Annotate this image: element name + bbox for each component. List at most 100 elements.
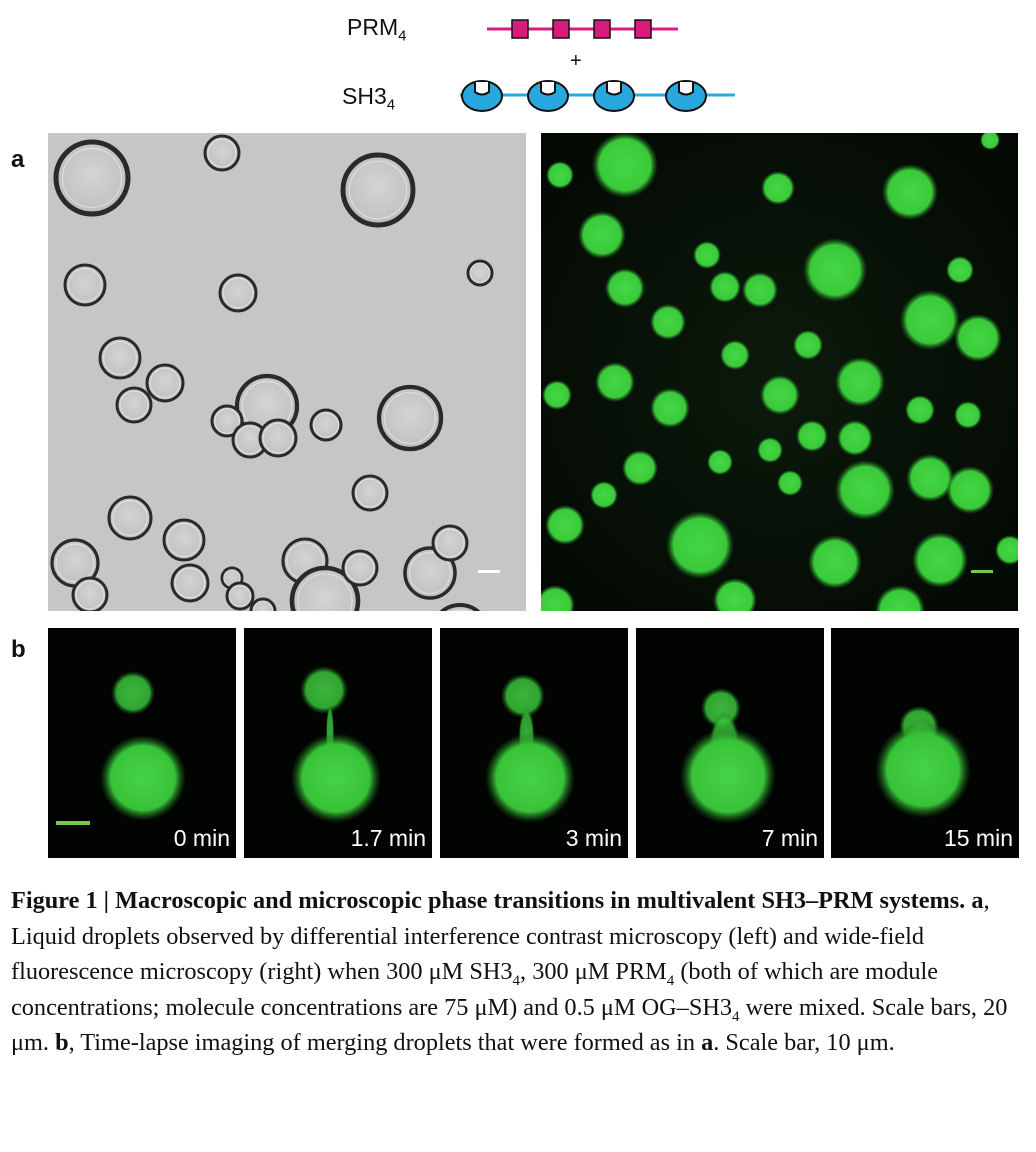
dic-droplet bbox=[98, 336, 142, 380]
dic-droplet bbox=[115, 386, 153, 424]
fluorescent-droplet bbox=[650, 388, 690, 428]
dic-droplet bbox=[71, 576, 109, 611]
fluorescent-droplet bbox=[946, 466, 994, 514]
timelapse-frame-0: 0 min bbox=[48, 628, 236, 858]
subscript: 4 bbox=[666, 972, 675, 989]
panel-letter-b: b bbox=[11, 636, 26, 663]
schematic-drawing bbox=[460, 19, 735, 112]
fluorescent-droplet bbox=[590, 481, 618, 509]
caption-b-text: . Scale bar, 10 μm. bbox=[713, 1029, 895, 1056]
fluorescent-droplet bbox=[707, 449, 733, 475]
fluorescent-droplet bbox=[835, 357, 885, 407]
schematic: PRM4 SH34 + bbox=[0, 0, 1036, 120]
small-droplet bbox=[501, 674, 545, 718]
dic-droplet bbox=[431, 524, 469, 562]
caption-title: Figure 1 | Macroscopic and microscopic p… bbox=[11, 887, 966, 914]
subscript: 4 bbox=[512, 972, 521, 989]
timelapse-frame-1: 1.7 min bbox=[244, 628, 432, 858]
fluorescent-droplet bbox=[622, 450, 658, 486]
dic-droplet bbox=[403, 546, 457, 600]
fluorescent-droplet bbox=[995, 535, 1018, 565]
fluorescent-droplet bbox=[693, 241, 721, 269]
fluorescent-droplet bbox=[545, 505, 585, 545]
fluorescent-droplet bbox=[546, 161, 574, 189]
fluorescent-droplet bbox=[793, 330, 823, 360]
dic-scale-bar bbox=[478, 570, 500, 573]
dic-droplet bbox=[162, 518, 206, 562]
dic-droplet bbox=[63, 263, 107, 307]
sh34-label: SH34 bbox=[342, 83, 396, 114]
figure-caption: Figure 1 | Macroscopic and microscopic p… bbox=[11, 883, 1029, 1061]
fluorescent-droplet bbox=[803, 238, 867, 302]
fluorescent-droplet bbox=[900, 290, 960, 350]
caption-b-label: b bbox=[55, 1029, 69, 1056]
fluorescent-droplet bbox=[592, 133, 658, 198]
caption-a-text: were mixed. Scale bars, 20 μm. bbox=[11, 993, 1008, 1057]
large-droplet bbox=[100, 735, 186, 821]
large-droplet bbox=[291, 733, 381, 823]
fluorescent-droplet bbox=[835, 460, 895, 520]
dic-droplet bbox=[351, 474, 389, 512]
dic-droplet bbox=[439, 603, 481, 611]
caption-a-text: , 300 μM PRM bbox=[520, 958, 667, 985]
plus-sign: + bbox=[570, 50, 582, 72]
dic-droplet bbox=[340, 152, 416, 228]
caption-a-text: (both of which are module concentrations… bbox=[11, 958, 939, 1021]
dic-droplet bbox=[145, 363, 185, 403]
dic-droplet bbox=[170, 563, 210, 603]
dic-micrograph bbox=[48, 133, 526, 611]
dic-droplet bbox=[376, 384, 444, 452]
sh3-domain-icon bbox=[593, 80, 635, 112]
fluorescent-droplet bbox=[605, 268, 645, 308]
fluorescent-droplet bbox=[713, 578, 757, 611]
fluorescent-droplet bbox=[980, 133, 1000, 150]
large-droplet bbox=[485, 733, 575, 823]
fluorescent-droplet bbox=[905, 395, 935, 425]
caption-a-label: a bbox=[971, 887, 984, 914]
dic-droplet bbox=[249, 597, 277, 611]
dic-droplet bbox=[289, 565, 361, 611]
caption-b-text: , Time-lapse imaging of merging droplets… bbox=[68, 1029, 702, 1056]
timelapse-scale-bar bbox=[56, 821, 90, 825]
caption-a-reference: a bbox=[701, 1029, 714, 1056]
fluorescent-droplet bbox=[777, 470, 803, 496]
subscript: 4 bbox=[732, 1008, 740, 1025]
fluorescent-droplet bbox=[837, 420, 873, 456]
prm4-chain-icon bbox=[487, 19, 678, 39]
fluorescent-droplet bbox=[742, 272, 778, 308]
dic-droplet bbox=[225, 581, 255, 611]
fluorescent-droplet bbox=[595, 362, 635, 402]
small-droplet bbox=[300, 666, 348, 714]
dic-droplet bbox=[341, 549, 379, 587]
fluorescent-droplet bbox=[875, 585, 925, 611]
time-label: 0 min bbox=[173, 825, 230, 851]
small-droplet bbox=[111, 671, 155, 715]
fluorescent-droplet bbox=[796, 420, 828, 452]
dic-droplet bbox=[210, 404, 244, 438]
fluorescence-micrograph bbox=[541, 133, 1018, 611]
dic-droplet bbox=[466, 259, 494, 287]
fluorescent-droplet bbox=[954, 314, 1002, 362]
fluorescent-droplet bbox=[808, 535, 862, 589]
fluorescent-droplet bbox=[882, 164, 938, 220]
fluorescent-droplet bbox=[954, 401, 982, 429]
fluorescent-droplet bbox=[541, 585, 575, 611]
dic-droplet bbox=[258, 418, 298, 458]
fluorescent-droplet bbox=[906, 454, 954, 502]
caption-a-text: , Liquid droplets observed by differenti… bbox=[11, 887, 990, 985]
time-label: 7 min bbox=[761, 825, 818, 851]
dic-droplet bbox=[107, 495, 153, 541]
time-label: 15 min bbox=[943, 825, 1013, 851]
panel-letter-a: a bbox=[11, 146, 25, 173]
timelapse-frame-3: 7 min bbox=[636, 628, 824, 858]
large-droplet bbox=[875, 722, 971, 818]
dic-droplet bbox=[53, 139, 131, 217]
fluorescent-droplet bbox=[761, 171, 795, 205]
dic-droplet bbox=[218, 273, 258, 313]
dic-droplet bbox=[203, 134, 241, 172]
fluorescent-droplet bbox=[912, 532, 968, 588]
fluorescent-droplet bbox=[578, 211, 626, 259]
fluorescent-droplet bbox=[760, 375, 800, 415]
fluorescent-droplet bbox=[720, 340, 750, 370]
sh3-domain-icon bbox=[461, 80, 503, 112]
